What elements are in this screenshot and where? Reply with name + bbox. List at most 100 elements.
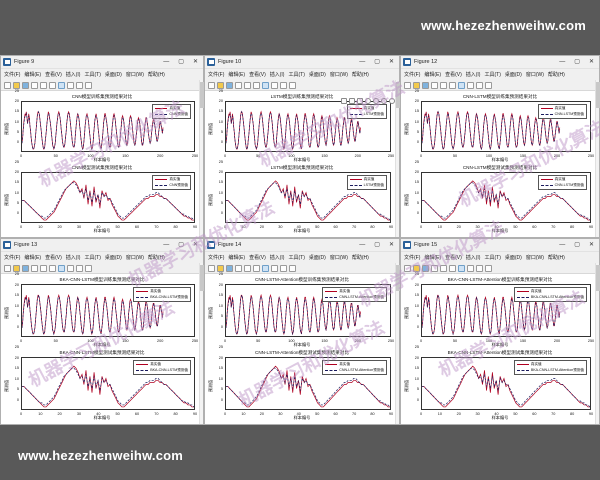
menu-item-3[interactable]: 插入(I) <box>269 255 285 261</box>
window-title-bar[interactable]: Figure 14 — ▢ ✕ <box>205 239 399 252</box>
export-icon[interactable] <box>341 98 347 104</box>
menu-item-7[interactable]: 帮助(H) <box>547 255 565 261</box>
scrollbar-thumb[interactable] <box>200 265 204 291</box>
vertical-scrollbar[interactable] <box>199 80 204 237</box>
datacursor-icon[interactable] <box>76 264 83 272</box>
zoom-out-icon[interactable] <box>253 81 260 89</box>
maximize-button[interactable]: ▢ <box>374 59 380 65</box>
print-icon[interactable] <box>431 264 438 272</box>
menu-item-4[interactable]: 工具(T) <box>484 255 501 261</box>
rotate-icon[interactable] <box>67 264 74 272</box>
menu-item-4[interactable]: 工具(T) <box>288 255 305 261</box>
zoom-in-icon[interactable] <box>440 81 447 89</box>
axes-hover-toolbar[interactable] <box>341 98 395 104</box>
menu-item-4[interactable]: 工具(T) <box>84 72 101 78</box>
menu-item-1[interactable]: 编辑(E) <box>228 72 246 78</box>
zoom-out-icon[interactable] <box>449 81 456 89</box>
menu-item-0[interactable]: 文件(F) <box>208 255 225 261</box>
chart-legend[interactable]: 真实值 CNN预测值 <box>152 175 191 190</box>
maximize-button[interactable]: ▢ <box>574 242 580 248</box>
save-icon[interactable] <box>226 81 233 89</box>
chart-legend[interactable]: 真实值 CNN-LSTM-Attention预测值 <box>322 360 387 375</box>
minimize-button[interactable]: — <box>559 59 566 65</box>
legend-icon[interactable] <box>85 81 92 89</box>
window-title-bar[interactable]: Figure 12 — ▢ ✕ <box>401 56 599 69</box>
maximize-button[interactable]: ▢ <box>178 242 184 248</box>
new-file-icon[interactable] <box>208 81 215 89</box>
maximize-button[interactable]: ▢ <box>374 242 380 248</box>
new-file-icon[interactable] <box>404 81 411 89</box>
menu-item-2[interactable]: 查看(V) <box>45 255 62 261</box>
datacursor-icon[interactable] <box>76 81 83 89</box>
save-icon[interactable] <box>226 264 233 272</box>
open-folder-icon[interactable] <box>217 81 224 89</box>
print-icon[interactable] <box>31 264 38 272</box>
close-button[interactable]: ✕ <box>192 59 198 65</box>
minimize-button[interactable]: — <box>359 242 366 248</box>
open-folder-icon[interactable] <box>217 264 224 272</box>
pan-icon[interactable] <box>262 81 269 89</box>
legend-icon[interactable] <box>485 264 492 272</box>
zoom-in-icon[interactable] <box>244 264 251 272</box>
menu-item-7[interactable]: 帮助(H) <box>547 72 565 78</box>
menu-item-6[interactable]: 窗口(W) <box>329 255 348 261</box>
figure-window[interactable]: Figure 9 — ▢ ✕ 文件(F) 编辑(E) 查看(V) 插入(I) 工具(T) 桌面(D… <box>0 55 204 238</box>
menu-item-1[interactable]: 编辑(E) <box>24 255 42 261</box>
menu-item-7[interactable]: 帮助(H) <box>147 72 165 78</box>
scrollbar-thumb[interactable] <box>200 82 204 108</box>
minimize-button[interactable]: — <box>163 242 170 248</box>
chart-legend[interactable]: 真实值 CNN预测值 <box>152 104 191 119</box>
minimize-button[interactable]: — <box>559 242 566 248</box>
close-button[interactable]: ✕ <box>388 242 394 248</box>
zoom-out-icon[interactable] <box>49 81 56 89</box>
window-title-bar[interactable]: Figure 13 — ▢ ✕ <box>1 239 203 252</box>
pan-icon[interactable] <box>58 81 65 89</box>
zoom-in-icon[interactable] <box>244 81 251 89</box>
menu-item-2[interactable]: 查看(V) <box>445 72 462 78</box>
scrollbar-thumb[interactable] <box>596 265 600 291</box>
close-button[interactable]: ✕ <box>192 242 198 248</box>
zoom-out-icon[interactable] <box>49 264 56 272</box>
brush-icon[interactable] <box>349 98 355 104</box>
chart-legend[interactable]: 真实值 BKA-CNN-LSTM-Attention预测值 <box>513 360 587 375</box>
vertical-scrollbar[interactable] <box>595 263 600 424</box>
menu-item-0[interactable]: 文件(F) <box>404 255 421 261</box>
pan-icon[interactable] <box>365 98 371 104</box>
menu-item-4[interactable]: 工具(T) <box>288 72 305 78</box>
open-folder-icon[interactable] <box>13 81 20 89</box>
figure-window[interactable]: Figure 15 — ▢ ✕ 文件(F) 编辑(E) 查看(V) 插入(I) 工具(T) 桌面(… <box>400 238 600 425</box>
menu-item-6[interactable]: 窗口(W) <box>125 72 144 78</box>
maximize-button[interactable]: ▢ <box>178 59 184 65</box>
rotate-icon[interactable] <box>467 81 474 89</box>
minimize-button[interactable]: — <box>359 59 366 65</box>
menu-item-1[interactable]: 编辑(E) <box>424 72 442 78</box>
chart-legend[interactable]: 真实值 CNN-LSTM预测值 <box>537 104 587 119</box>
legend-icon[interactable] <box>85 264 92 272</box>
menu-item-3[interactable]: 插入(I) <box>269 72 285 78</box>
window-title-bar[interactable]: Figure 9 — ▢ ✕ <box>1 56 203 69</box>
menu-item-2[interactable]: 查看(V) <box>445 255 462 261</box>
menu-item-6[interactable]: 窗口(W) <box>525 255 544 261</box>
window-title-bar[interactable]: Figure 10 — ▢ ✕ <box>205 56 399 69</box>
figure-window[interactable]: Figure 14 — ▢ ✕ 文件(F) 编辑(E) 查看(V) 插入(I) 工具(T) 桌面(… <box>204 238 400 425</box>
minimize-button[interactable]: — <box>163 59 170 65</box>
pan-icon[interactable] <box>458 81 465 89</box>
window-title-bar[interactable]: Figure 15 — ▢ ✕ <box>401 239 599 252</box>
save-icon[interactable] <box>422 264 429 272</box>
new-file-icon[interactable] <box>4 264 11 272</box>
menu-item-6[interactable]: 窗口(W) <box>329 72 348 78</box>
zoom-out-icon[interactable] <box>449 264 456 272</box>
menu-item-1[interactable]: 编辑(E) <box>424 255 442 261</box>
zoom-in-icon[interactable] <box>40 81 47 89</box>
print-icon[interactable] <box>235 264 242 272</box>
zoom-out-icon[interactable] <box>253 264 260 272</box>
datacursor-icon[interactable] <box>280 81 287 89</box>
zoom-in-icon[interactable] <box>40 264 47 272</box>
menu-item-3[interactable]: 插入(I) <box>65 72 81 78</box>
print-icon[interactable] <box>31 81 38 89</box>
new-file-icon[interactable] <box>208 264 215 272</box>
legend-icon[interactable] <box>289 264 296 272</box>
scrollbar-thumb[interactable] <box>596 82 600 108</box>
zoom-in-icon[interactable] <box>440 264 447 272</box>
rotate-icon[interactable] <box>271 264 278 272</box>
